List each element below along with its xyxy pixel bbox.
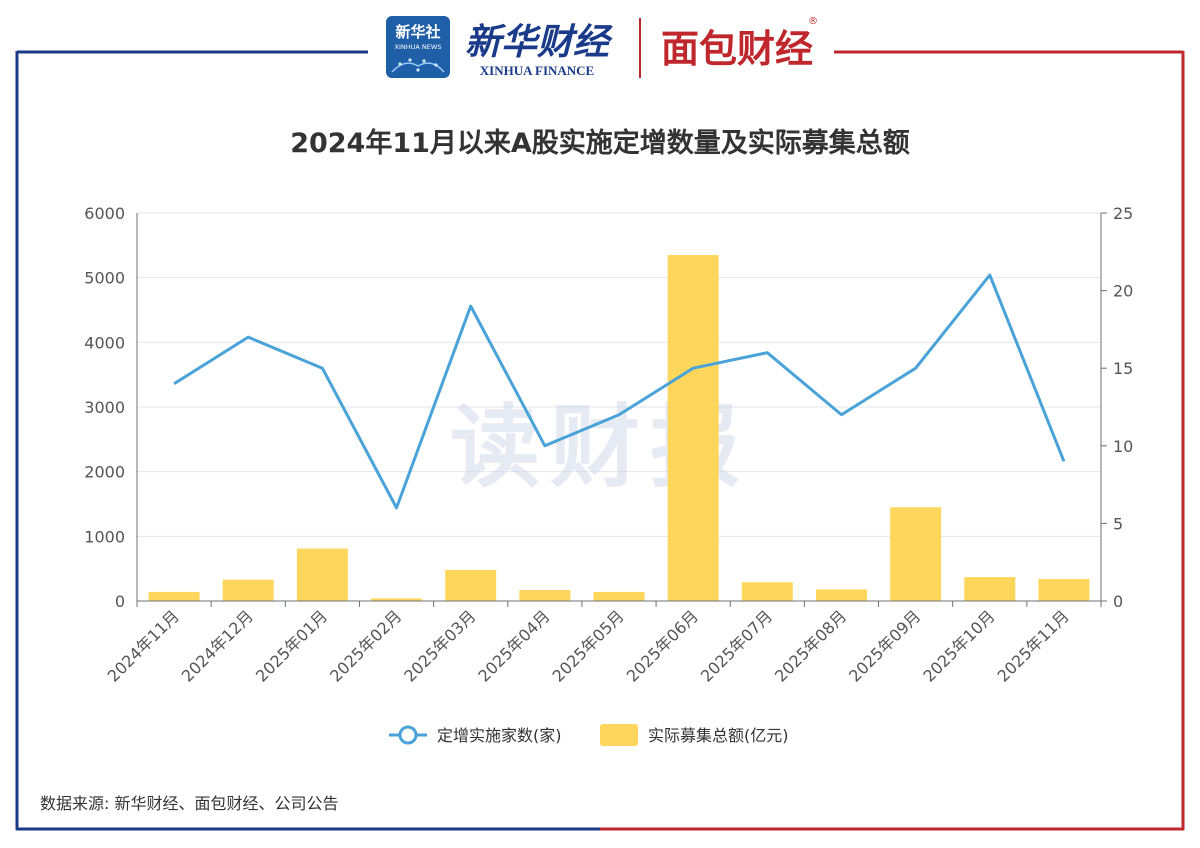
bar[interactable] xyxy=(222,579,274,601)
registered-mark: ® xyxy=(808,16,818,27)
mianbao-finance-logo-text: 面包财经 xyxy=(661,27,813,71)
legend-bar-swatch xyxy=(600,724,638,746)
y-right-tick-label: 20 xyxy=(1113,282,1133,301)
bar[interactable] xyxy=(371,598,423,601)
bar[interactable] xyxy=(890,507,942,601)
x-tick-label: 2025年10月 xyxy=(919,606,998,685)
source-note: 数据来源: 新华财经、面包财经、公司公告 xyxy=(40,794,338,813)
chart-title: 2024年11月以来A股实施定增数量及实际募集总额 xyxy=(290,127,910,159)
bar[interactable] xyxy=(964,577,1016,601)
y-right-tick-label: 5 xyxy=(1113,514,1123,533)
y-left-tick-label: 5000 xyxy=(84,269,125,288)
xinhua-news-logo-sub: XINHUA NEWS xyxy=(395,43,442,51)
bar[interactable] xyxy=(519,590,571,601)
x-tick-label: 2025年06月 xyxy=(623,606,702,685)
x-tick-label: 2025年02月 xyxy=(326,606,405,685)
legend-bar-label: 实际募集总额(亿元) xyxy=(648,726,789,745)
legend: 定增实施家数(家) 实际募集总额(亿元) xyxy=(389,724,789,746)
legend-line-marker xyxy=(398,725,418,745)
y-left-tick-label: 4000 xyxy=(84,333,125,352)
y-left-tick-label: 3000 xyxy=(84,398,125,417)
line-path xyxy=(173,273,1066,510)
xinhua-finance-logo-text: 新华财经 xyxy=(465,22,613,63)
x-tick-label: 2024年12月 xyxy=(178,606,257,685)
y-right-tick-label: 10 xyxy=(1113,437,1133,456)
axes xyxy=(136,212,1107,607)
x-tick-label: 2025年08月 xyxy=(771,606,850,685)
y-left-tick-label: 0 xyxy=(115,592,125,611)
xinhua-news-logo: 新华社 XINHUA NEWS xyxy=(386,16,450,78)
x-tick-label: 2025年05月 xyxy=(549,606,628,685)
y-right-tick-label: 25 xyxy=(1113,204,1133,223)
x-tick-label: 2025年11月 xyxy=(993,606,1072,685)
line-series xyxy=(173,273,1066,510)
x-tick-label: 2025年03月 xyxy=(400,606,479,685)
x-tick-label: 2024年11月 xyxy=(104,606,183,685)
x-tick-label: 2025年07月 xyxy=(697,606,776,685)
legend-item-bar[interactable]: 实际募集总额(亿元) xyxy=(600,724,789,746)
x-tick-label: 2025年01月 xyxy=(252,606,331,685)
bar[interactable] xyxy=(296,548,348,601)
x-tick-label: 2025年04月 xyxy=(474,606,553,685)
xinhua-finance-logo-sub: XINHUA FINANCE xyxy=(480,63,594,78)
y-left-tick-label: 1000 xyxy=(84,527,125,546)
x-tick-labels: 2024年11月2024年12月2025年01月2025年02月2025年03月… xyxy=(104,606,1073,685)
y-right-tick-label: 0 xyxy=(1113,592,1123,611)
x-tick-label: 2025年09月 xyxy=(845,606,924,685)
y-right-tick-label: 15 xyxy=(1113,359,1133,378)
y-left-tick-label: 2000 xyxy=(84,463,125,482)
bar[interactable] xyxy=(667,255,719,602)
bar-series xyxy=(148,255,1090,602)
legend-item-line[interactable]: 定增实施家数(家) xyxy=(389,725,562,745)
xinhua-news-logo-text: 新华社 xyxy=(395,23,440,41)
bar[interactable] xyxy=(1038,579,1090,601)
y-left-tick-label: 6000 xyxy=(84,204,125,223)
bar[interactable] xyxy=(593,591,645,601)
bar[interactable] xyxy=(148,591,200,601)
bar[interactable] xyxy=(815,589,867,601)
y-left-tick-labels: 0 1000 2000 3000 4000 5000 6000 xyxy=(84,204,125,611)
y-right-tick-labels: 0 5 10 15 20 25 xyxy=(1113,204,1133,611)
grid-lines xyxy=(137,212,1101,537)
legend-line-label: 定增实施家数(家) xyxy=(437,726,562,745)
bar[interactable] xyxy=(445,569,497,601)
xinhua-finance-logo: 新华财经 XINHUA FINANCE xyxy=(465,22,613,78)
mianbao-finance-logo: 面包财经 ® xyxy=(661,16,818,71)
bar[interactable] xyxy=(741,582,793,601)
